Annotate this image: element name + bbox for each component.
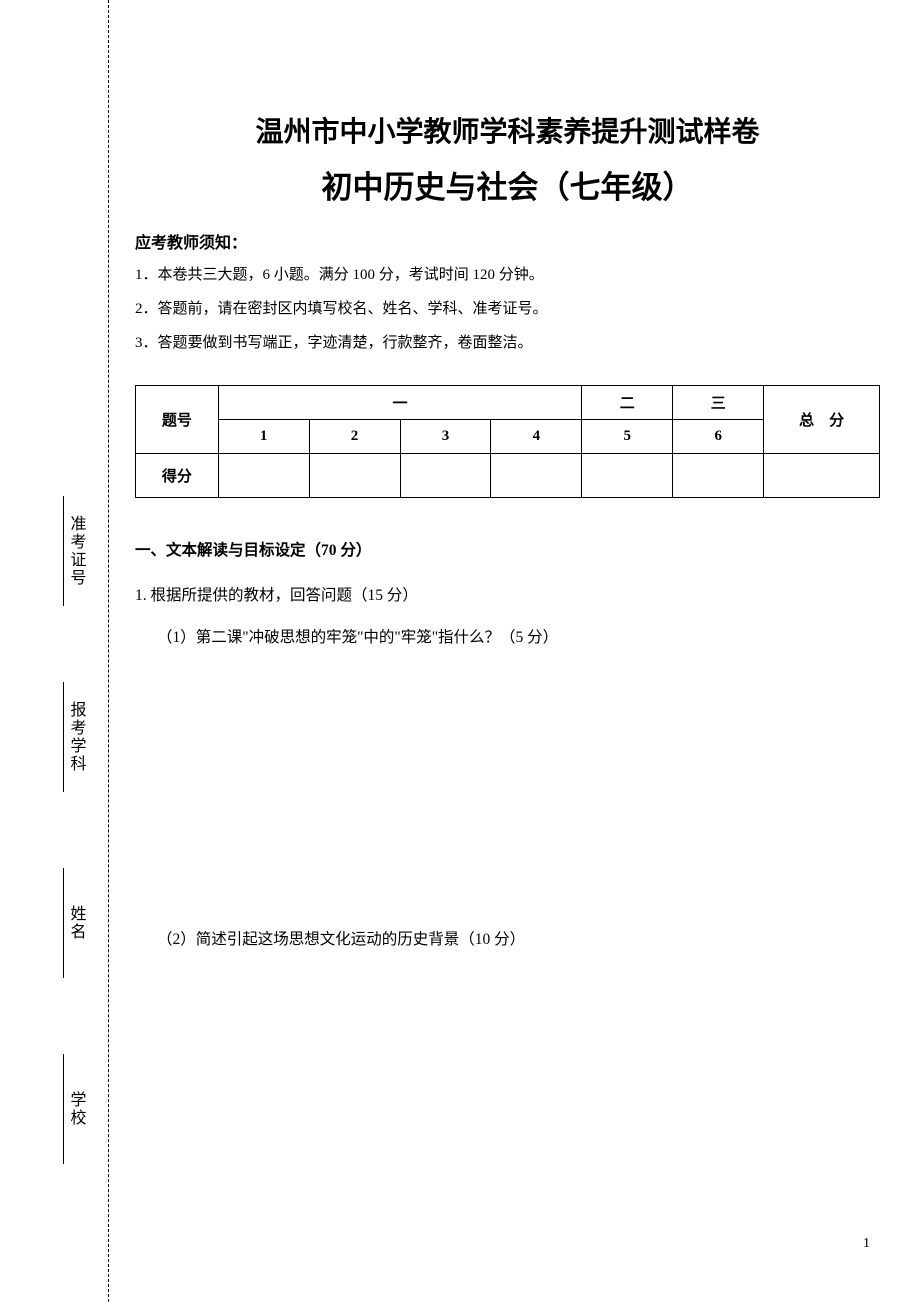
table-header-score: 得分 — [136, 454, 219, 498]
table-col-5: 5 — [582, 420, 673, 454]
vertical-label-strip: 学校 姓名 报考学科 准考证号 — [55, 0, 95, 1302]
score-table: 题号 一 二 三 总 分 1 2 3 4 5 6 得分 — [135, 385, 880, 498]
table-col-4: 4 — [491, 420, 582, 454]
table-cell — [491, 454, 582, 498]
vlabel-exam-id: 准考证号 — [63, 488, 88, 614]
binding-dashed-line — [108, 0, 109, 1302]
table-col-6: 6 — [673, 420, 764, 454]
main-content: 温州市中小学教师学科素养提升测试样卷 初中历史与社会（七年级） 应考教师须知： … — [135, 110, 880, 968]
question-1-1: （1）第二课"冲破思想的牢笼"中的"牢笼"指什么？（5 分） — [157, 624, 880, 652]
notice-item-1: 1．本卷共三大题，6 小题。满分 100 分，考试时间 120 分钟。 — [135, 263, 880, 287]
vlabel-subject-text: 报考学科 — [64, 701, 88, 773]
table-cell — [400, 454, 491, 498]
vlabel-exam-id-text: 准考证号 — [64, 515, 88, 587]
table-cell — [764, 454, 880, 498]
table-header-section-1: 一 — [218, 386, 582, 420]
notice-item-3: 3．答题要做到书写端正，字迹清楚，行款整齐，卷面整洁。 — [135, 331, 880, 355]
notice-title: 应考教师须知： — [135, 229, 880, 253]
vlabel-line — [63, 682, 64, 792]
table-cell — [582, 454, 673, 498]
question-1-2: （2）简述引起这场思想文化运动的历史背景（10 分） — [157, 926, 880, 954]
table-row-score: 得分 — [136, 454, 880, 498]
notice-item-2: 2．答题前，请在密封区内填写校名、姓名、学科、准考证号。 — [135, 297, 880, 321]
table-cell — [309, 454, 400, 498]
table-header-section-2: 二 — [582, 386, 673, 420]
table-header-total: 总 分 — [764, 386, 880, 454]
vlabel-school: 学校 — [63, 1046, 88, 1172]
table-header-question-number: 题号 — [136, 386, 219, 454]
title-main: 温州市中小学教师学科素养提升测试样卷 — [135, 110, 880, 150]
vlabel-line — [63, 1054, 64, 1164]
vlabel-line — [63, 496, 64, 606]
vlabel-name-text: 姓名 — [64, 905, 88, 941]
page-number: 1 — [863, 1236, 870, 1252]
table-cell — [673, 454, 764, 498]
table-row-header-1: 题号 一 二 三 总 分 — [136, 386, 880, 420]
vlabel-line — [63, 868, 64, 978]
vlabel-school-text: 学校 — [64, 1091, 88, 1127]
title-sub: 初中历史与社会（七年级） — [135, 162, 880, 207]
question-1: 1. 根据所提供的教材，回答问题（15 分） — [135, 582, 880, 610]
section-1-title: 一、文本解读与目标设定（70 分） — [135, 538, 880, 560]
table-cell — [218, 454, 309, 498]
table-col-2: 2 — [309, 420, 400, 454]
vlabel-subject: 报考学科 — [63, 674, 88, 800]
table-header-section-3: 三 — [673, 386, 764, 420]
table-col-3: 3 — [400, 420, 491, 454]
vlabel-name: 姓名 — [63, 860, 88, 986]
table-col-1: 1 — [218, 420, 309, 454]
